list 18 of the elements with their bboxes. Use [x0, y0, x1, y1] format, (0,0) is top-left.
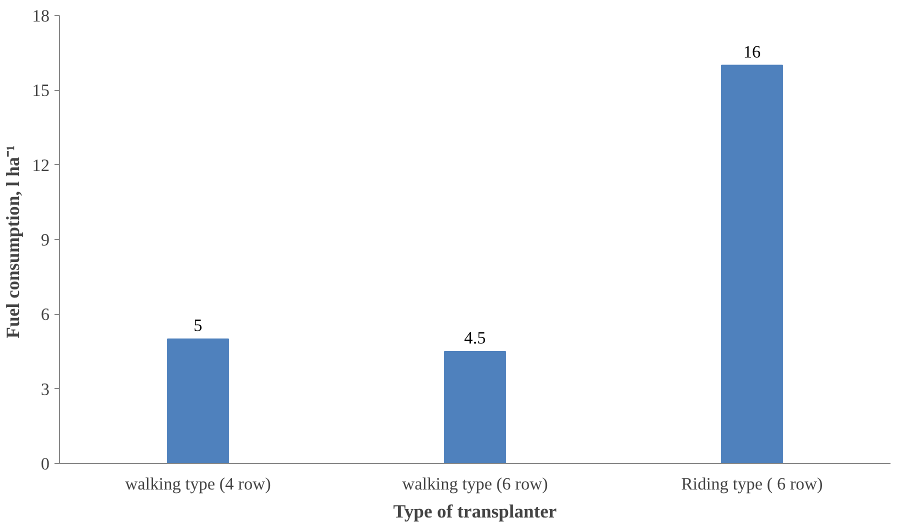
- bar: [444, 351, 506, 464]
- x-tick-label: Riding type ( 6 row): [681, 474, 823, 494]
- x-tick-label: walking type (6 row): [402, 474, 548, 494]
- y-tick-label: 6: [40, 305, 50, 324]
- y-tick-label: 18: [32, 6, 50, 26]
- y-tick-label: 3: [40, 380, 50, 399]
- data-label: 4.5: [464, 328, 486, 348]
- y-tick-label: 9: [40, 230, 50, 250]
- x-axis-title: Type of transplanter: [393, 502, 557, 522]
- bar: [721, 64, 783, 464]
- data-label: 5: [194, 316, 202, 336]
- y-tick-label: 12: [32, 156, 50, 175]
- y-tick-label: 15: [32, 81, 50, 100]
- data-label: 16: [743, 42, 761, 62]
- y-axis-title: Fuel consumption, l ha⁻¹: [3, 145, 24, 338]
- x-tick-label: walking type (4 row): [125, 474, 272, 494]
- bar: [167, 338, 229, 464]
- y-tick-label: 0: [40, 454, 50, 474]
